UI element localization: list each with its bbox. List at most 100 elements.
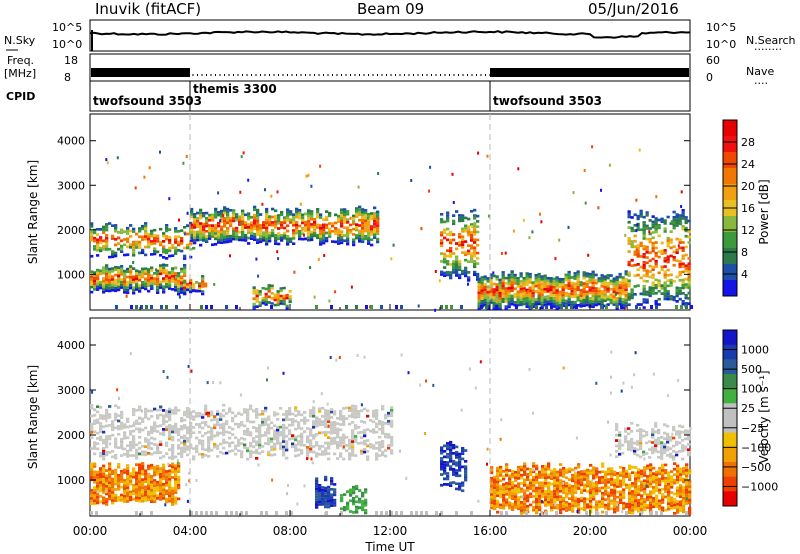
heatmap-cell <box>190 223 194 227</box>
heatmap-cell <box>594 273 598 277</box>
heatmap-cell <box>375 417 379 420</box>
heatmap-cell <box>120 472 124 476</box>
heatmap-cell <box>390 451 394 455</box>
heatmap-speck <box>608 163 611 167</box>
heatmap-cell <box>333 491 337 494</box>
heatmap-cell <box>365 305 368 309</box>
freq-dot <box>458 74 459 76</box>
heatmap-cell <box>624 278 628 281</box>
heatmap-cell <box>684 267 688 270</box>
heatmap-cell <box>339 452 343 455</box>
heatmap-cell <box>525 291 529 295</box>
heatmap-cell <box>679 470 683 474</box>
heatmap-cell <box>547 473 551 477</box>
heatmap-cell <box>501 271 505 274</box>
freq-right-tick-bottom: 0 <box>706 71 713 84</box>
heatmap-cell <box>102 271 106 275</box>
heatmap-cell <box>235 226 239 230</box>
heatmap-cell <box>282 302 286 306</box>
heatmap-cell <box>658 502 662 505</box>
freq-left-tick-bottom: 8 <box>64 71 71 84</box>
heatmap-cell <box>228 431 232 435</box>
heatmap-cell <box>666 295 670 298</box>
heatmap-cell <box>202 228 206 231</box>
heatmap-cell <box>592 498 596 501</box>
heatmap-cell <box>613 481 617 485</box>
heatmap-cell <box>232 211 236 215</box>
heatmap-cell <box>490 487 494 491</box>
heatmap-cell <box>613 492 617 495</box>
heatmap-cell <box>375 425 379 428</box>
heatmap-cell <box>318 420 322 424</box>
heatmap-cell <box>93 245 97 248</box>
heatmap-cell <box>99 467 103 470</box>
heatmap-cell <box>355 228 359 232</box>
heatmap-cell <box>105 289 109 292</box>
heatmap-cell <box>310 225 314 229</box>
heatmap-cell <box>643 466 647 469</box>
heatmap-cell <box>505 484 509 488</box>
heatmap-cell <box>138 494 142 497</box>
heatmap-cell <box>339 409 343 413</box>
heatmap-cell <box>211 213 215 217</box>
heatmap-cell <box>189 255 193 259</box>
heatmap-cell <box>141 483 145 487</box>
heatmap-cell <box>630 264 634 267</box>
heatmap-cell <box>238 215 242 219</box>
heatmap-cell <box>639 255 643 258</box>
heatmap-cell <box>309 431 313 434</box>
heatmap-cell <box>189 411 193 414</box>
heatmap-cell <box>171 444 175 447</box>
heatmap-cell <box>565 501 569 504</box>
heatmap-cell <box>342 441 346 445</box>
heatmap-cell <box>676 511 680 514</box>
heatmap-cell <box>499 487 503 491</box>
heatmap-cell <box>232 214 236 217</box>
heatmap-cell <box>492 288 496 291</box>
cpid-label: CPID <box>6 90 35 103</box>
heatmap-cell <box>282 434 286 438</box>
heatmap-cell <box>571 496 575 499</box>
heatmap-cell <box>550 469 554 473</box>
heatmap-speck <box>527 290 530 294</box>
heatmap-cell <box>291 442 295 446</box>
heatmap-speck <box>467 282 469 286</box>
heatmap-cell <box>504 287 508 290</box>
heatmap-cell <box>505 487 509 491</box>
heatmap-cell <box>259 224 263 227</box>
heatmap-cell <box>241 217 245 221</box>
heatmap-cell <box>576 283 580 286</box>
heatmap-cell <box>637 507 641 510</box>
heatmap-cell <box>297 434 301 438</box>
heatmap-cell <box>246 446 250 450</box>
heatmap-speck <box>134 186 137 190</box>
heatmap-cell <box>652 472 656 476</box>
heatmap-cell <box>321 497 325 501</box>
heatmap-cell <box>544 465 548 468</box>
heatmap-cell <box>550 490 554 494</box>
heatmap-cell <box>93 491 97 495</box>
heatmap-cell <box>135 451 139 455</box>
heatmap-cell <box>528 302 532 306</box>
heatmap-cell <box>138 273 142 276</box>
heatmap-cell <box>522 279 526 283</box>
heatmap-cell <box>537 291 541 295</box>
heatmap-cell <box>355 484 359 488</box>
heatmap-cell <box>679 495 683 499</box>
heatmap-cell <box>111 499 115 502</box>
heatmap-cell <box>495 296 499 300</box>
heatmap-cell <box>150 483 154 487</box>
heatmap-cell <box>291 437 295 440</box>
heatmap-cell <box>621 292 625 296</box>
heatmap-cell <box>340 507 344 511</box>
heatmap-cell <box>180 449 184 453</box>
heatmap-cell <box>508 493 512 496</box>
heatmap-cell <box>547 495 551 498</box>
heatmap-cell <box>147 238 151 241</box>
heatmap-cell <box>208 224 212 227</box>
heatmap-cell <box>601 481 605 484</box>
heatmap-cell <box>165 305 168 309</box>
heatmap-cell <box>651 449 655 452</box>
heatmap-cell <box>318 486 322 490</box>
heatmap-cell <box>205 211 209 215</box>
